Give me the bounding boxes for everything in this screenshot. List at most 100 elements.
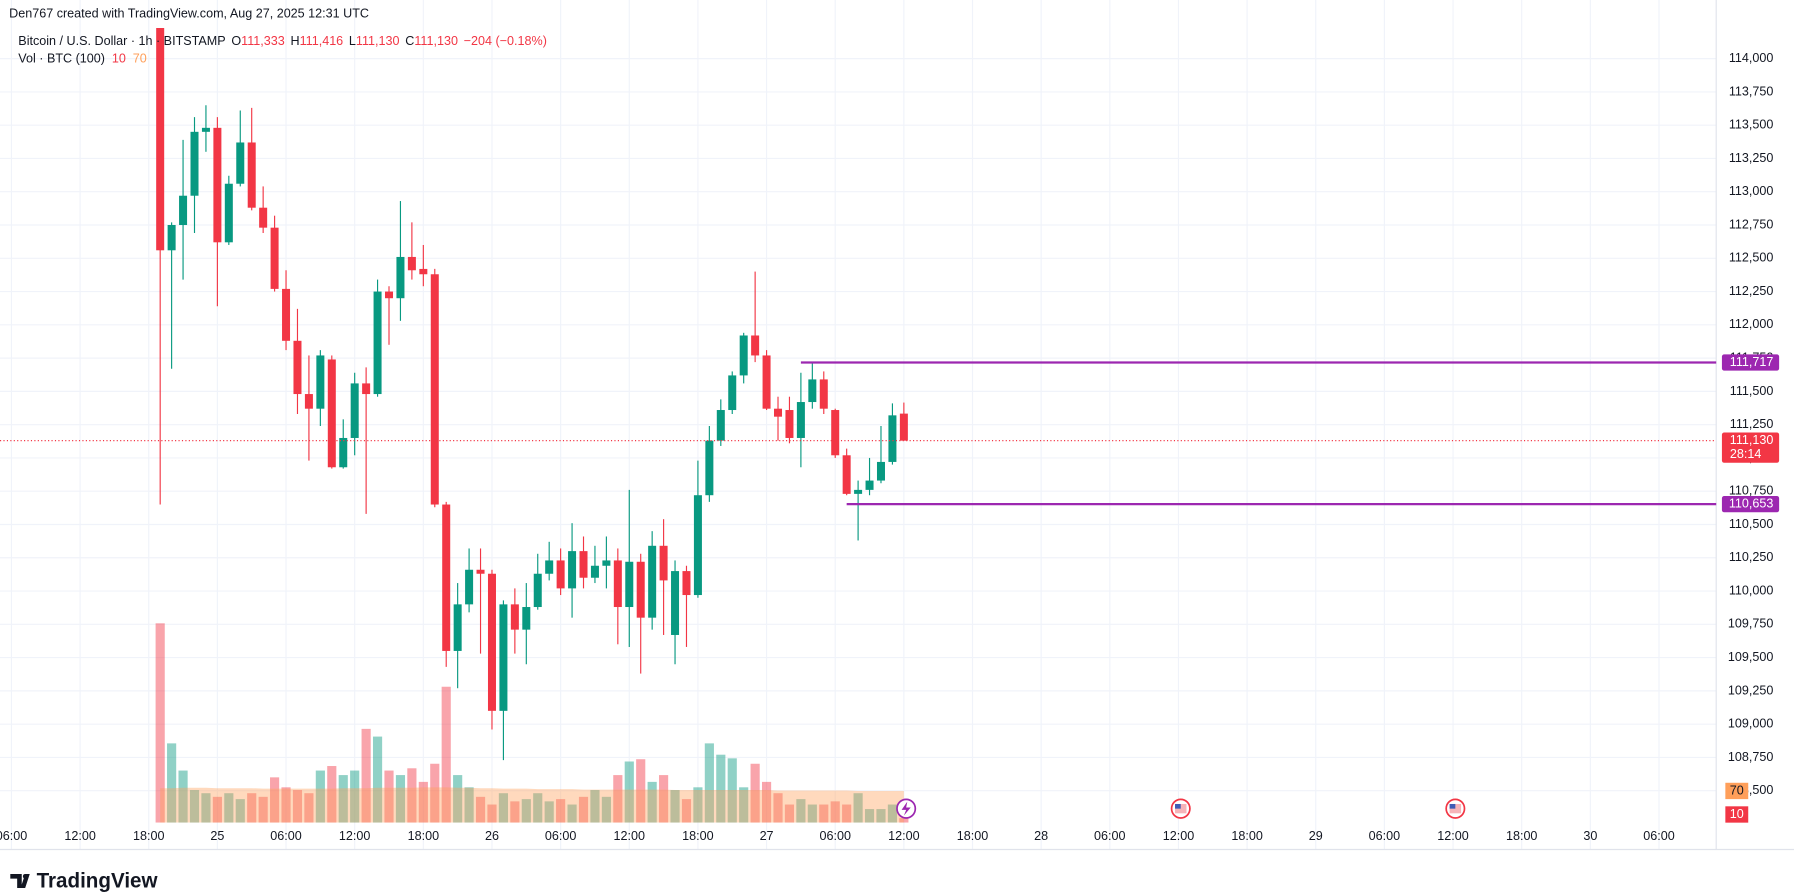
candle-body (259, 207, 268, 228)
volume-bar (876, 809, 886, 823)
candle-body (682, 571, 691, 596)
event-icon[interactable] (1170, 798, 1191, 819)
volume-bar (578, 796, 589, 823)
volume-bar (670, 790, 680, 823)
volume-legend: Vol · BTC (100) 10 70 (18, 51, 146, 66)
candle-body (739, 335, 748, 376)
volume-bar (544, 801, 554, 823)
y-tick-label: 111,500 (1730, 383, 1774, 398)
volume-bar (292, 790, 303, 823)
volume-bar (235, 799, 245, 823)
candle-body (888, 415, 897, 462)
candle-body (899, 413, 908, 441)
candle-body (419, 268, 428, 275)
volume-bar (887, 804, 897, 823)
volume-bar (464, 787, 474, 823)
candle-body (774, 408, 783, 417)
volume-bar (521, 799, 531, 823)
volume-bar (247, 793, 257, 823)
candle-body (590, 565, 599, 578)
y-tick-label: 112,500 (1729, 250, 1774, 265)
last-price-box (1721, 432, 1780, 463)
candle-body (476, 569, 485, 574)
volume-legend-value: 10 (112, 51, 126, 66)
candle-body (293, 340, 302, 395)
candle-body (785, 410, 794, 438)
y-tick-label: 109,250 (1728, 682, 1773, 697)
volume-bar (453, 775, 463, 823)
candle-body (167, 225, 176, 251)
volume-bar (601, 796, 611, 823)
y-tick-label: 109,500 (1728, 649, 1773, 664)
y-tick-label: 113,250 (1729, 150, 1774, 165)
x-tick-label: 18:00 (408, 828, 439, 843)
candle-body (304, 394, 313, 409)
candle-body (396, 256, 405, 299)
candle-body (190, 131, 199, 196)
y-tick-label: 108,750 (1728, 749, 1773, 764)
y-tick-label: 114,000 (1729, 50, 1774, 65)
x-tick-label: 12:00 (64, 828, 95, 843)
candle-body (831, 410, 840, 456)
x-tick-label: 28 (1034, 828, 1048, 843)
brand: TradingView (37, 870, 159, 893)
volume-bar (270, 777, 280, 823)
candle-body (579, 551, 588, 578)
volume-bar (178, 770, 188, 823)
volume-bar (384, 770, 394, 823)
candle-body (876, 461, 885, 481)
x-tick-label: 06:00 (1643, 828, 1674, 843)
y-tick-label: 112,250 (1729, 283, 1774, 298)
ohlc-value: 111,333 (241, 33, 285, 48)
volume-bar (475, 796, 486, 823)
volume-bar (567, 804, 577, 823)
x-tick-label: 06:00 (0, 828, 27, 843)
volume-bar (704, 743, 714, 823)
last-price-label: 111,130 (1730, 432, 1774, 447)
candle-body (522, 607, 531, 630)
candle-body (751, 335, 760, 356)
volume-bar (338, 775, 348, 823)
volume-bar (395, 775, 406, 823)
volume-bar (842, 804, 852, 823)
x-tick-label: 18:00 (1231, 828, 1262, 843)
event-icon[interactable] (896, 798, 917, 819)
header: Den767 created with TradingView.com, Aug… (9, 5, 369, 20)
x-tick-label: 06:00 (1369, 828, 1400, 843)
x-tick-label: 18:00 (682, 828, 713, 843)
candle-body (327, 359, 336, 468)
candle-body (453, 604, 462, 651)
candle-body (613, 560, 622, 608)
candle-body (705, 440, 714, 496)
volume-bar (613, 775, 623, 823)
volume-bar (361, 728, 371, 823)
price-level-label: 111,717 (1730, 354, 1774, 369)
candle-body (339, 437, 348, 468)
legend: Bitcoin / U.S. Dollar · 1h · BITSTAMP O11… (18, 33, 547, 48)
volume-bar (407, 768, 417, 823)
candle-body (808, 379, 817, 403)
ohlc-key: C (405, 33, 414, 48)
ohlc-value: 111,130 (356, 33, 400, 48)
volume-bar (693, 787, 703, 823)
volume-bar (498, 793, 508, 823)
y-tick-label: 110,250 (1729, 549, 1774, 564)
price-pane (156, 28, 908, 761)
event-icon[interactable] (1445, 798, 1466, 819)
volume-bar (750, 763, 760, 823)
y-tick-label: 109,750 (1728, 616, 1773, 631)
x-tick-label: 06:00 (819, 828, 850, 843)
y-tick-label: 109,000 (1728, 715, 1773, 730)
volume-bar (659, 775, 669, 823)
candle-body (487, 573, 496, 711)
y-tick-label: 112,750 (1729, 216, 1774, 231)
volume-bar (899, 818, 909, 823)
candle-body (865, 480, 874, 490)
candle-body (659, 545, 668, 581)
y-tick-label: 113,500 (1729, 116, 1774, 131)
volume-bar (773, 793, 783, 823)
x-tick-label: 26 (485, 828, 499, 843)
